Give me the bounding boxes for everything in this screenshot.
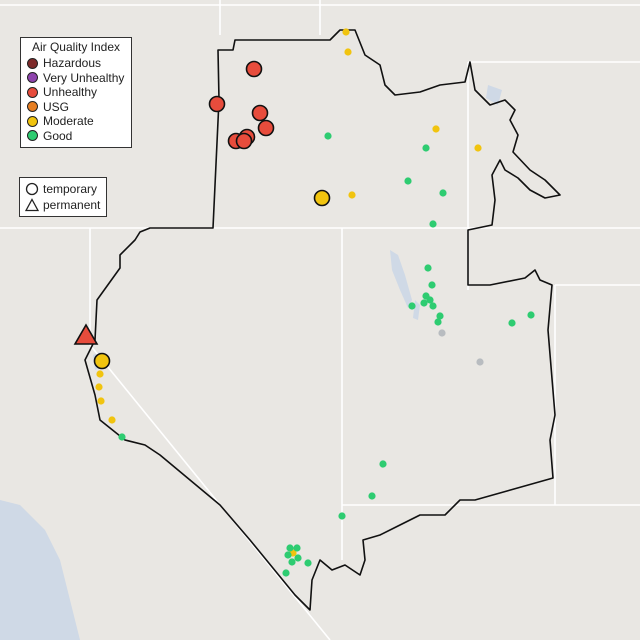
- monitor-dot[interactable]: [527, 311, 535, 319]
- legend-label: Good: [43, 128, 73, 143]
- legend-title: Air Quality Index: [31, 40, 121, 54]
- legend-label: permanent: [43, 198, 101, 212]
- monitor-dot[interactable]: [476, 358, 484, 366]
- monitor-dot[interactable]: [404, 177, 412, 185]
- monitor-dot[interactable]: [429, 302, 437, 310]
- lake: [486, 85, 502, 105]
- legend-item-temporary: temporary: [25, 181, 101, 197]
- monitor-dot[interactable]: [288, 558, 296, 566]
- monitor-dot[interactable]: [108, 416, 116, 424]
- permanent-monitor-marker[interactable]: [73, 323, 99, 345]
- temporary-monitor-marker[interactable]: [208, 95, 226, 113]
- good-swatch-icon: [27, 130, 38, 142]
- legend-label: Moderate: [43, 114, 94, 129]
- monitor-dot[interactable]: [436, 312, 444, 320]
- monitor-dot[interactable]: [344, 48, 352, 56]
- legend-item-very-unhealthy: Very Unhealthy: [27, 71, 125, 86]
- legend-label: Unhealthy: [43, 85, 98, 100]
- legend-label: Hazardous: [43, 56, 102, 71]
- monitor-dot[interactable]: [429, 220, 437, 228]
- temporary-monitor-marker[interactable]: [257, 119, 275, 137]
- monitor-dot[interactable]: [474, 144, 482, 152]
- legend-item-usg: USG: [27, 100, 125, 115]
- monitor-dot[interactable]: [368, 492, 376, 500]
- lake: [390, 250, 412, 308]
- region-border: [84, 29, 561, 611]
- monitor-dot[interactable]: [420, 299, 428, 307]
- monitor-dot[interactable]: [294, 554, 302, 562]
- monitor-dot[interactable]: [422, 144, 430, 152]
- temporary-monitor-marker[interactable]: [235, 132, 253, 150]
- monitor-dot[interactable]: [118, 433, 126, 441]
- monitor-layer: [73, 28, 535, 577]
- usg-swatch-icon: [27, 101, 38, 113]
- ocean-area: [0, 500, 80, 640]
- temporary-monitor-marker[interactable]: [313, 189, 331, 207]
- temporary-monitor-marker[interactable]: [251, 104, 269, 122]
- monitor-dot[interactable]: [508, 319, 516, 327]
- monitor-type-legend: temporary permanent: [19, 177, 107, 217]
- monitor-dot[interactable]: [97, 397, 105, 405]
- monitor-dot[interactable]: [342, 28, 350, 36]
- monitor-dot[interactable]: [304, 559, 312, 567]
- hazardous-swatch-icon: [27, 57, 38, 69]
- legend-item-hazardous: Hazardous: [27, 56, 125, 71]
- legend-item-good: Good: [27, 129, 125, 144]
- monitor-dot[interactable]: [324, 132, 332, 140]
- legend-label: Very Unhealthy: [43, 70, 125, 85]
- legend-item-unhealthy: Unhealthy: [27, 85, 125, 100]
- temporary-monitor-marker[interactable]: [93, 352, 111, 370]
- moderate-swatch-icon: [27, 115, 38, 127]
- monitor-dot[interactable]: [348, 191, 356, 199]
- monitor-dot[interactable]: [95, 383, 103, 391]
- monitor-dot[interactable]: [284, 551, 292, 559]
- monitor-dot[interactable]: [424, 264, 432, 272]
- monitor-dot[interactable]: [428, 281, 436, 289]
- unhealthy-swatch-icon: [27, 86, 38, 98]
- legend-label: temporary: [43, 182, 98, 196]
- monitor-dot[interactable]: [434, 318, 442, 326]
- triangle-icon: [25, 198, 39, 212]
- monitor-dot[interactable]: [338, 512, 346, 520]
- very-unhealthy-swatch-icon: [27, 72, 38, 84]
- monitor-dot[interactable]: [379, 460, 387, 468]
- legend-item-permanent: permanent: [25, 197, 101, 213]
- monitor-dot[interactable]: [293, 544, 301, 552]
- circle-icon: [25, 182, 39, 196]
- monitor-dot[interactable]: [432, 125, 440, 133]
- monitor-dot[interactable]: [408, 302, 416, 310]
- monitor-dot[interactable]: [286, 544, 294, 552]
- monitor-dot[interactable]: [426, 296, 434, 304]
- temporary-monitor-marker[interactable]: [245, 60, 263, 78]
- monitor-dot[interactable]: [282, 569, 290, 577]
- legend-label: USG: [43, 99, 70, 114]
- monitor-dot[interactable]: [438, 329, 446, 337]
- aqi-legend: Air Quality Index Hazardous Very Unhealt…: [20, 37, 132, 148]
- monitor-dot[interactable]: [96, 370, 104, 378]
- legend-item-moderate: Moderate: [27, 114, 125, 129]
- monitor-dot[interactable]: [439, 189, 447, 197]
